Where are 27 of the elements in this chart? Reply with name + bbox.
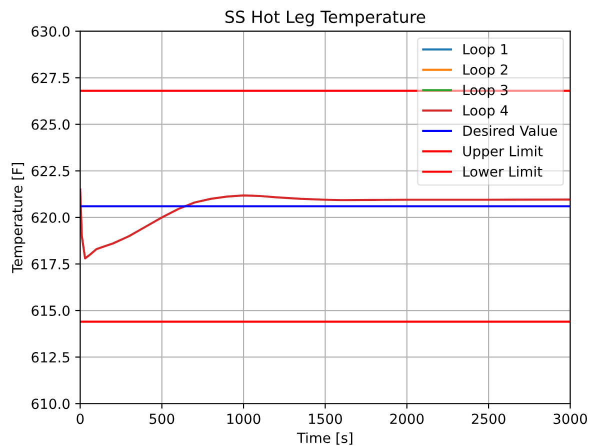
x-tick-label: 1500: [309, 414, 342, 424]
legend-label: Loop 2: [463, 64, 508, 78]
y-tick-label: 612.5: [32, 352, 70, 363]
line-series: [80, 188, 570, 260]
legend-label: Loop 3: [463, 84, 508, 98]
legend-label: Desired Value: [463, 125, 557, 136]
x-tick-label: 3000: [554, 414, 587, 424]
x-tick-label: 2000: [390, 414, 424, 424]
legend-label: Lower Limit: [463, 166, 542, 177]
legend-label: Loop 1: [463, 44, 508, 58]
x-tick-label: 1000: [227, 414, 260, 424]
x-axis-title: Time [s]: [296, 432, 352, 445]
x-tick-label: 0: [76, 414, 84, 424]
y-tick-label: 630.0: [32, 26, 70, 37]
y-axis-title: Temperature [F]: [12, 163, 26, 274]
x-tick-label: 2500: [472, 414, 506, 424]
legend-label: Loop 4: [463, 105, 508, 118]
legend-label: Upper Limit: [463, 146, 543, 160]
y-tick-label: 615.0: [32, 305, 70, 316]
y-tick-label: 617.5: [32, 258, 70, 270]
y-tick-label: 627.5: [32, 72, 70, 84]
y-tick-label: 622.5: [32, 166, 70, 176]
y-tick-label: 610.0: [32, 398, 70, 410]
chart-title: SS Hot Leg Temperature: [225, 10, 426, 26]
y-tick-label: 625.0: [32, 119, 70, 130]
y-tick-label: 620.0: [32, 212, 70, 223]
x-tick-label: 500: [150, 414, 174, 424]
